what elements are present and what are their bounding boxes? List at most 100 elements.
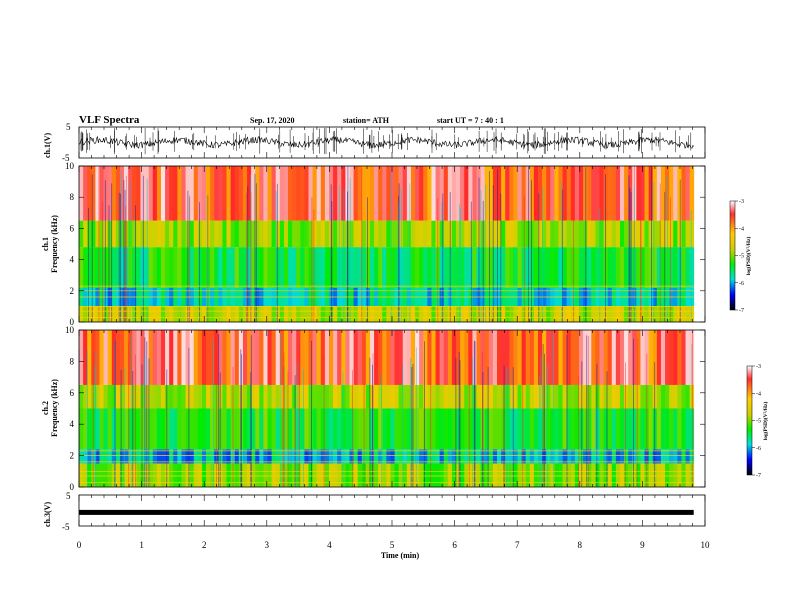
- spectrogram-cell: [529, 408, 535, 450]
- spectrogram-cell: [328, 449, 334, 464]
- spectrogram-cell: [591, 384, 596, 409]
- spectrogram-cell: [226, 463, 232, 487]
- spectrogram-cell: [304, 166, 309, 221]
- spectrogram-cell: [324, 463, 330, 487]
- spectrogram-cell: [390, 247, 395, 288]
- spectrogram-cell: [566, 463, 572, 487]
- spectrogram-cell: [538, 247, 543, 288]
- spectrogram-cell: [628, 330, 633, 385]
- spectrogram-cell: [353, 306, 359, 322]
- spectrogram-cell: [476, 384, 482, 409]
- spectrogram-cell: [488, 330, 494, 385]
- spectrogram-cell: [562, 463, 568, 487]
- spectrogram-cell: [107, 220, 113, 248]
- spectrogram-cell: [316, 330, 322, 385]
- spectrogram-cell: [308, 306, 313, 322]
- spectrogram-cell: [476, 449, 482, 464]
- spectrogram-cell: [173, 247, 178, 288]
- spectrogram-cell: [578, 220, 584, 248]
- spectrogram-cell: [427, 166, 432, 221]
- spectrogram-cell: [181, 449, 186, 464]
- spectrogram-cell: [197, 220, 203, 248]
- spectrogram-cell: [533, 247, 539, 288]
- spectrogram-cell: [644, 247, 650, 288]
- spectrogram-cell: [656, 220, 662, 248]
- spectrogram-cell: [550, 306, 555, 322]
- spectrogram-cell: [578, 330, 584, 385]
- spectrogram-cell: [353, 449, 359, 464]
- spectrogram-cell: [546, 408, 551, 450]
- spectrogram-cell: [111, 247, 117, 288]
- spectrogram-cell: [226, 247, 232, 288]
- spectrogram-cell: [603, 408, 609, 450]
- spectrogram-cell: [275, 220, 281, 248]
- spectrogram-cell: [152, 449, 158, 464]
- spectrogram-cell: [201, 384, 207, 409]
- spectrogram-cell: [333, 166, 338, 221]
- spectrogram-cell: [222, 384, 227, 409]
- spectrogram-cell: [439, 384, 445, 409]
- spectrogram-cell: [505, 220, 510, 248]
- spectrogram-cell: [484, 166, 490, 221]
- spectrogram-cell: [456, 463, 461, 487]
- spectrogram-cell: [591, 306, 596, 322]
- spectrogram-cell: [533, 330, 539, 385]
- spectrogram-cell: [242, 247, 248, 288]
- spectrogram-cell: [402, 384, 408, 409]
- spectrogram-cell: [611, 306, 617, 322]
- spectrogram-cell: [255, 247, 260, 288]
- spectrogram-cell: [201, 449, 207, 464]
- spectrogram-cell: [501, 408, 506, 450]
- spectrogram-cell: [558, 166, 563, 221]
- spectrogram-cell: [398, 408, 404, 450]
- spectrogram-cell: [587, 449, 592, 464]
- spectrogram-cell: [288, 463, 293, 487]
- frequency-tick-label: 10: [65, 325, 75, 335]
- spectrogram-cell: [87, 306, 92, 322]
- spectrogram-cell: [673, 449, 678, 464]
- spectrogram-cell: [242, 384, 248, 409]
- spectrogram-cell: [288, 449, 293, 464]
- spectrogram-cell: [468, 247, 473, 288]
- spectrogram-cell: [599, 408, 604, 450]
- spectrogram-cell: [660, 306, 666, 322]
- spectrogram-cell: [263, 330, 268, 385]
- spectrogram-cell: [79, 166, 84, 221]
- spectrogram-cell: [201, 463, 207, 487]
- spectrogram-cell: [165, 306, 170, 322]
- spectrogram-cell: [570, 166, 576, 221]
- ch3-waveform-ylabel: ch.3(V): [43, 502, 52, 527]
- spectrogram-cell: [488, 408, 494, 450]
- spectrogram-cell: [685, 306, 691, 322]
- spectrogram-cell: [156, 463, 162, 487]
- spectrogram-cell: [320, 330, 326, 385]
- spectrogram-cell: [132, 306, 137, 322]
- spectrogram-cell: [386, 449, 391, 464]
- colorbar-ch1-gradient: [729, 200, 736, 311]
- spectrogram-cell: [140, 384, 145, 409]
- spectrogram-cell: [263, 306, 268, 322]
- spectrogram-cell: [341, 384, 346, 409]
- spectrogram-cell: [648, 306, 654, 322]
- spectrogram-cell: [574, 384, 580, 409]
- spectrogram-cell: [566, 384, 572, 409]
- spectrogram-cell: [87, 384, 92, 409]
- spectrogram-cell: [558, 220, 563, 248]
- spectrogram-cell: [160, 220, 166, 248]
- spectrogram-cell: [230, 330, 236, 385]
- time-tick-label: 2: [202, 540, 207, 550]
- spectrogram-cell: [583, 220, 588, 248]
- spectrogram-cell: [238, 166, 244, 221]
- spectrogram-cell: [558, 306, 563, 322]
- spectrogram-cell: [632, 449, 637, 464]
- spectrogram-cell: [443, 463, 449, 487]
- spectrogram-cell: [492, 220, 498, 248]
- spectrogram-cell: [669, 384, 674, 409]
- spectrogram-cell: [480, 330, 486, 385]
- spectrogram-cell: [538, 449, 543, 464]
- spectrogram-cell: [337, 463, 342, 487]
- spectrogram-cell: [460, 306, 465, 322]
- spectrogram-cell: [464, 220, 469, 248]
- spectrogram-cell: [374, 306, 379, 322]
- spectrogram-cell: [177, 384, 182, 409]
